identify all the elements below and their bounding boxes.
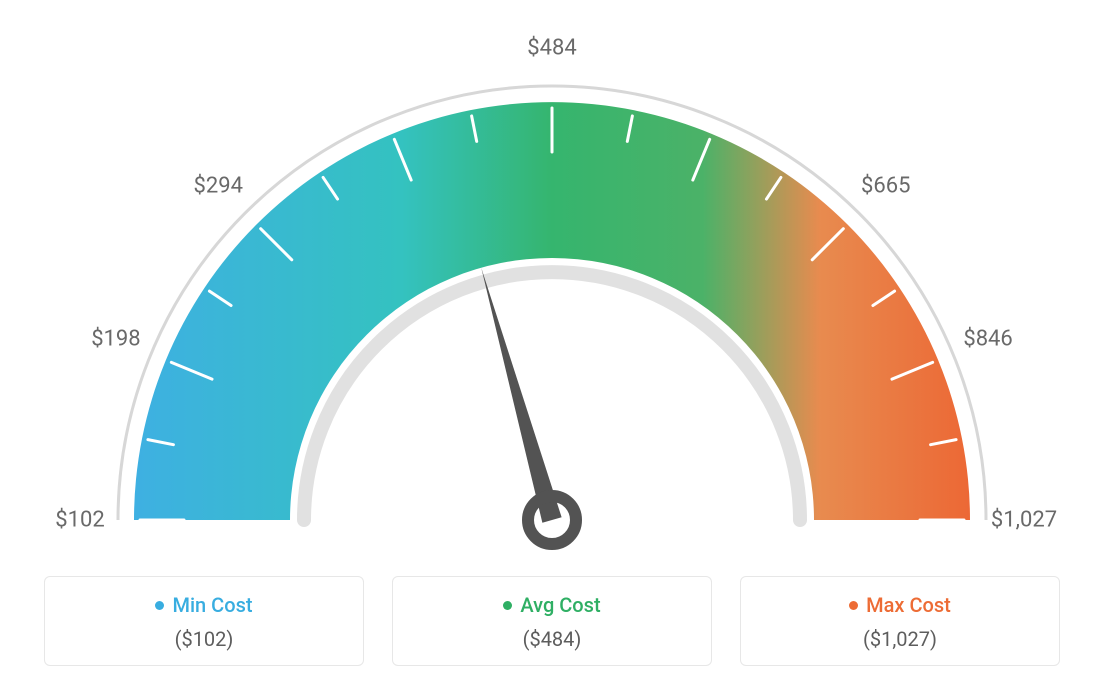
legend-dot-max xyxy=(849,601,858,610)
legend-dot-avg xyxy=(503,601,512,610)
gauge-tick-label: $1,027 xyxy=(991,508,1057,533)
legend-label-max: Max Cost xyxy=(866,593,951,617)
legend-card-max: Max Cost ($1,027) xyxy=(740,576,1060,666)
legend-value-avg: ($484) xyxy=(393,627,711,651)
legend-label-avg: Avg Cost xyxy=(520,593,600,617)
legend-value-max: ($1,027) xyxy=(741,627,1059,651)
legend-dot-min xyxy=(155,601,164,610)
legend-card-avg: Avg Cost ($484) xyxy=(392,576,712,666)
gauge-svg xyxy=(0,0,1104,560)
legend-card-min: Min Cost ($102) xyxy=(44,576,364,666)
cost-gauge: $102 $198 $294 $484 $665 $846 $1,027 xyxy=(0,0,1104,560)
legend-row: Min Cost ($102) Avg Cost ($484) Max Cost… xyxy=(0,576,1104,666)
legend-value-min: ($102) xyxy=(45,627,363,651)
gauge-tick-label: $846 xyxy=(963,327,1012,352)
legend-label-min: Min Cost xyxy=(172,593,252,617)
gauge-tick-label: $665 xyxy=(861,174,910,199)
gauge-tick-label: $484 xyxy=(527,36,576,61)
gauge-tick-label: $102 xyxy=(55,508,104,533)
gauge-tick-label: $294 xyxy=(194,174,243,199)
gauge-tick-label: $198 xyxy=(91,327,140,352)
